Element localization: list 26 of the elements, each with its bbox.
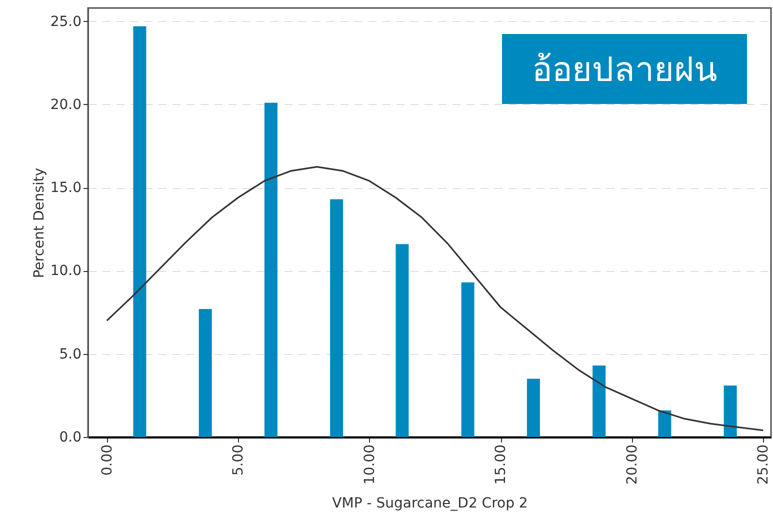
- annotation: อ้อยปลายฝน: [502, 34, 747, 104]
- x-tick-label: 5.00: [230, 444, 247, 476]
- bar: [724, 385, 737, 437]
- bar: [133, 26, 146, 437]
- x-tick-label: 15.00: [493, 444, 510, 485]
- x-axis-title: VMP - Sugarcane_D2 Crop 2: [332, 496, 528, 512]
- y-tick-label: 15.0: [50, 180, 82, 196]
- y-tick-label: 20.0: [50, 96, 82, 113]
- y-tick-label: 5.0: [59, 346, 82, 362]
- bar: [330, 199, 344, 437]
- line-series: [106, 166, 764, 432]
- bar: [592, 366, 606, 437]
- x-tick-label: 25.00: [756, 444, 772, 485]
- x-tick-label: 10.00: [362, 444, 378, 485]
- bar: [461, 282, 474, 437]
- x-tick-label: 20.00: [624, 444, 640, 485]
- bar: [264, 102, 278, 437]
- bar: [526, 378, 540, 437]
- bar: [658, 410, 672, 437]
- bar: [396, 244, 409, 437]
- y-tick-label: 25.0: [50, 14, 82, 30]
- y-tick-label: 10.0: [50, 263, 82, 280]
- x-tick-label: 0.00: [99, 444, 116, 476]
- y-tick-label: 0.0: [59, 430, 82, 446]
- y-axis-title: Percent Density: [31, 168, 48, 278]
- bar: [198, 308, 212, 437]
